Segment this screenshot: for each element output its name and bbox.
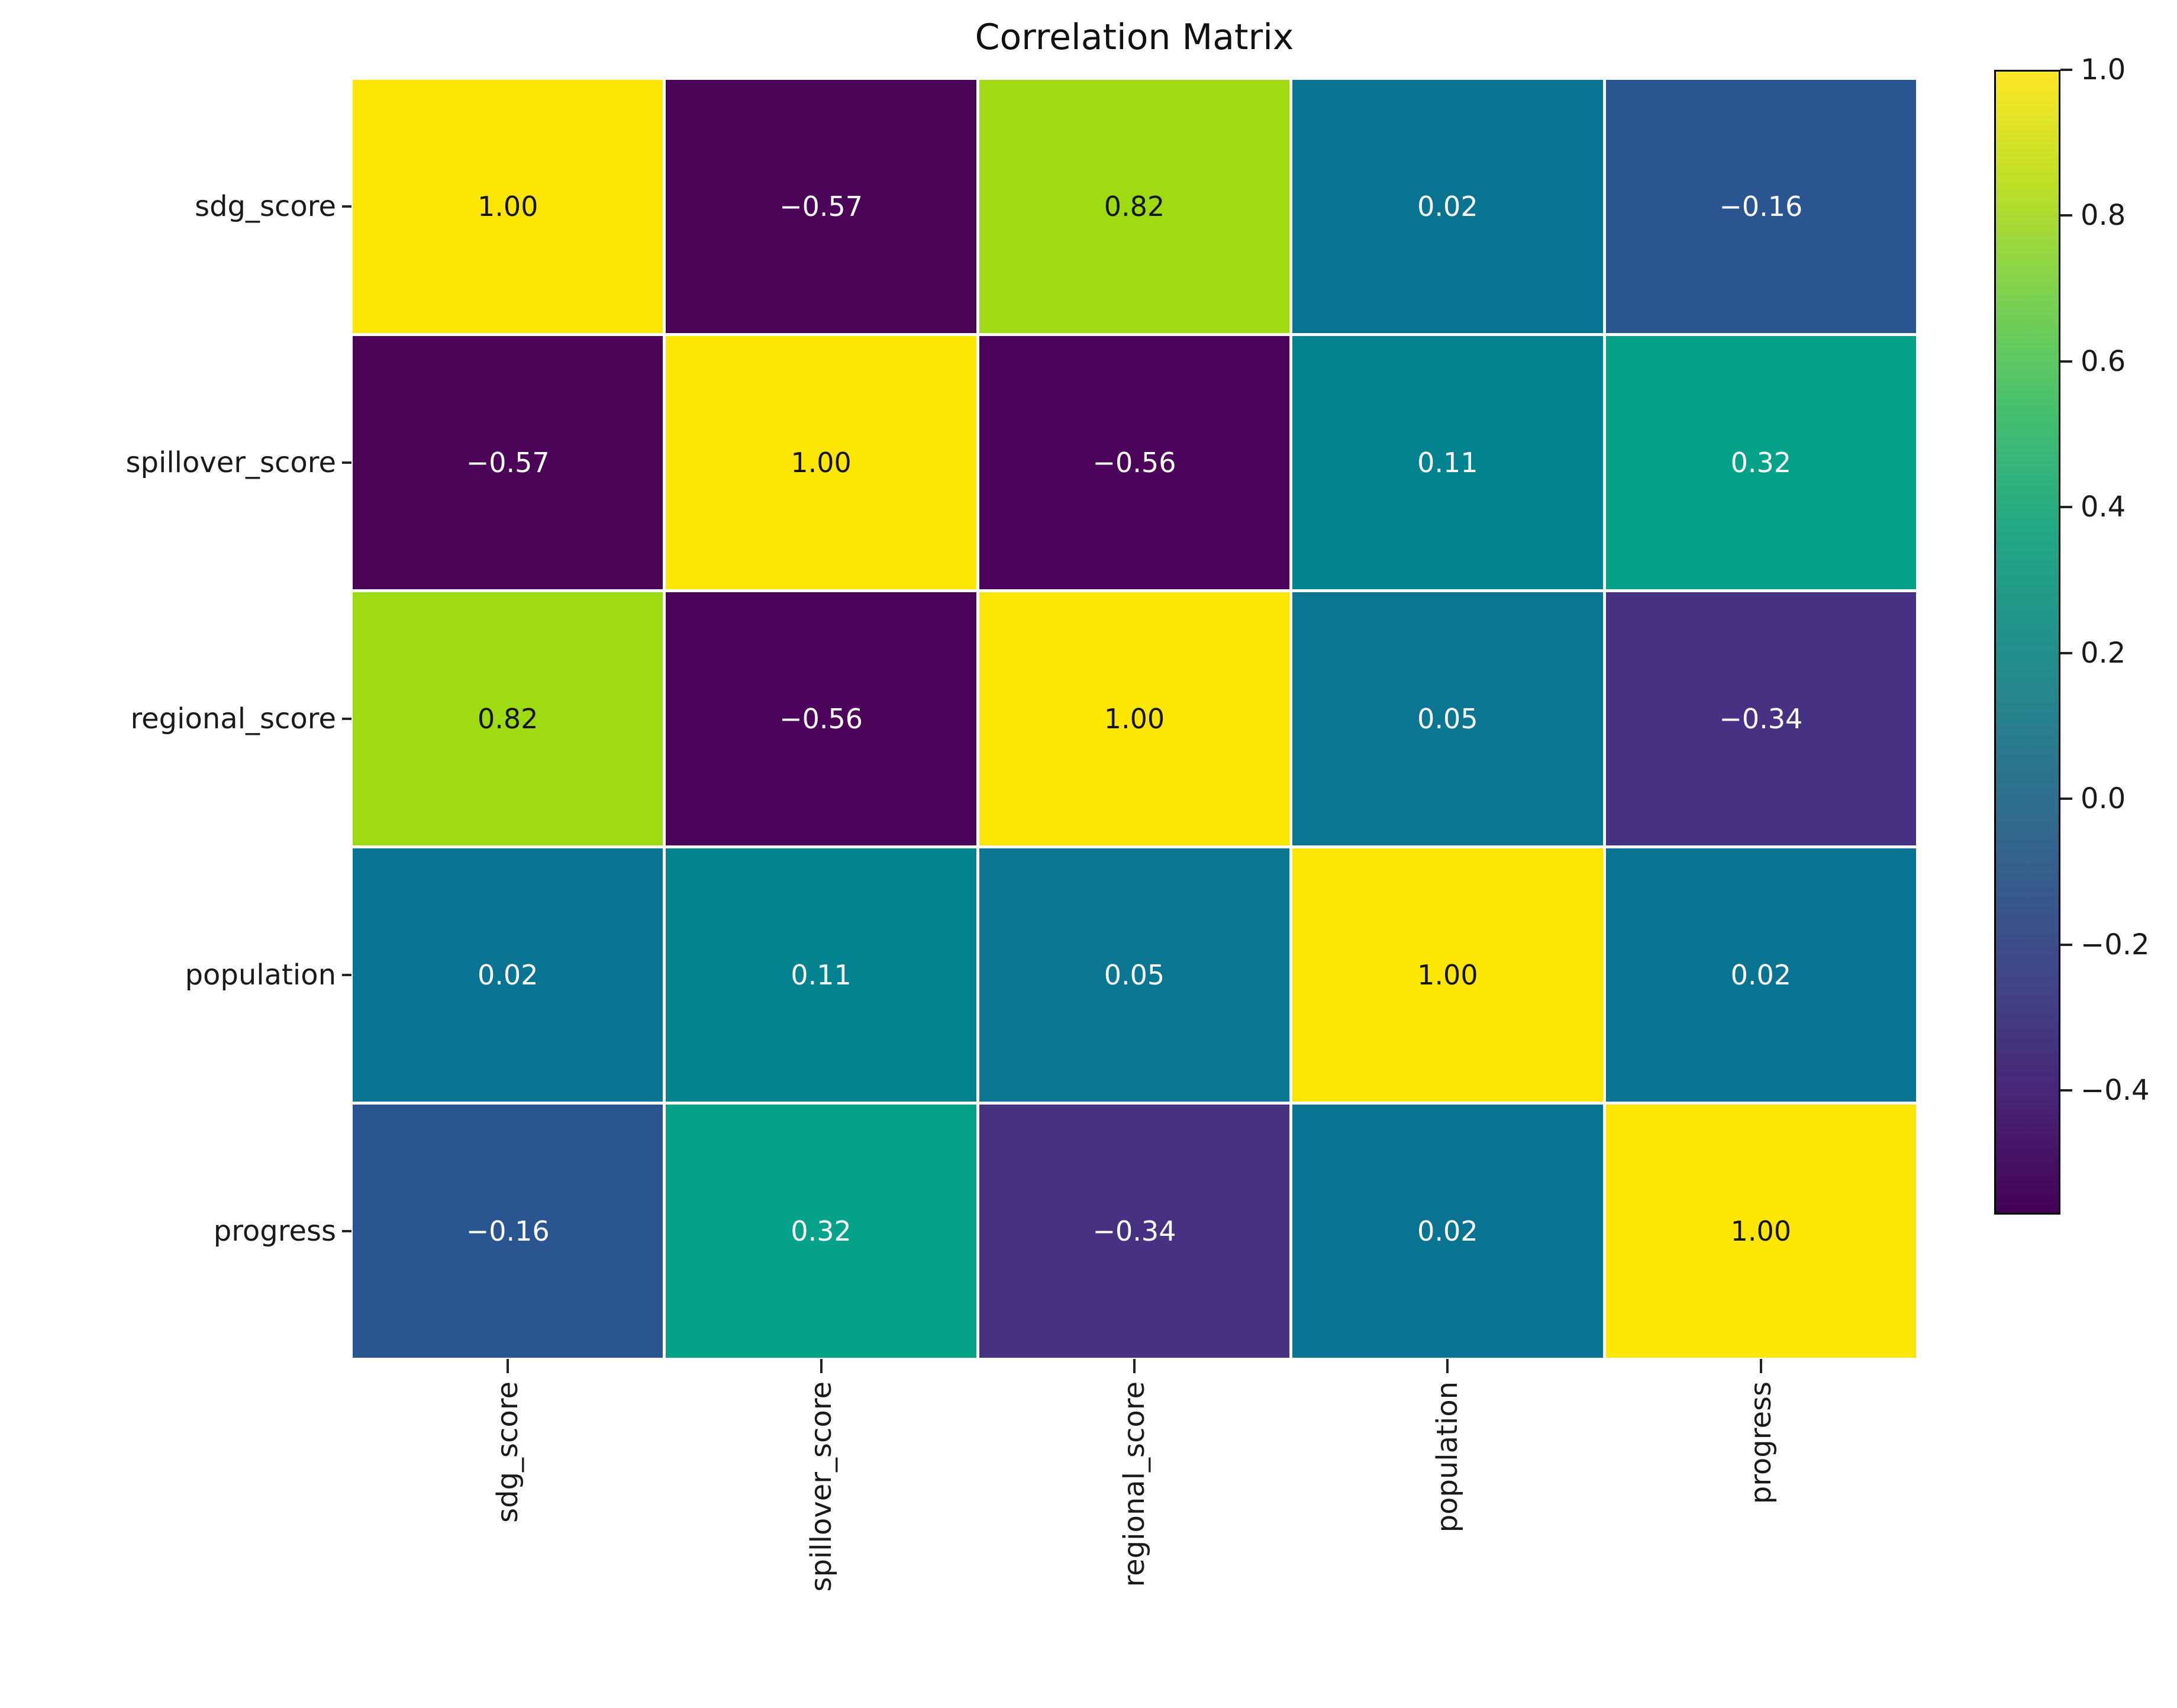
y-tick-mark: [342, 974, 351, 976]
x-tick-mark: [1446, 1359, 1449, 1373]
y-tick-label-progress: progress: [213, 1215, 336, 1248]
x-tick-label-spillover_score: spillover_score: [804, 1381, 838, 1592]
x-tick-label-sdg_score: sdg_score: [491, 1381, 525, 1523]
x-tick-label-regional_score: regional_score: [1118, 1381, 1151, 1587]
colorbar-tick-mark: [2060, 1089, 2072, 1092]
colorbar-tick-mark: [2060, 214, 2072, 217]
heatmap-cell-spillover_score-progress: 0.32: [1605, 336, 1916, 589]
heatmap-cell-regional_score-population: 0.05: [1292, 592, 1603, 845]
x-tick-mark: [820, 1359, 823, 1373]
colorbar-tick-mark: [2060, 651, 2072, 654]
x-tick-label-progress: progress: [1744, 1381, 1778, 1504]
y-tick-label-sdg_score: sdg_score: [195, 190, 336, 223]
heatmap-cell-spillover_score-regional_score: −0.56: [979, 336, 1290, 589]
colorbar-tick-label-0.0: 0.0: [2081, 782, 2126, 816]
heatmap-cell-regional_score-progress: −0.34: [1605, 592, 1916, 845]
x-tick-mark: [1759, 1359, 1762, 1373]
y-tick-label-spillover_score: spillover_score: [125, 446, 337, 479]
heatmap-cell-population-regional_score: 0.05: [979, 848, 1290, 1102]
colorbar-tick-label-0.4: 0.4: [2081, 490, 2126, 524]
chart-title: Correlation Matrix: [975, 17, 1294, 58]
colorbar-tick-label-1.0: 1.0: [2081, 53, 2126, 86]
y-tick-mark: [342, 718, 351, 720]
heatmap-grid: 1.00 −0.57 0.82 0.02 −0.16 −0.57 1.00 −0.56 0.11…: [353, 80, 1916, 1358]
heatmap-cell-progress-regional_score: −0.34: [979, 1105, 1290, 1358]
colorbar-tick-mark: [2060, 943, 2072, 946]
colorbar-tick-mark: [2060, 69, 2072, 71]
colorbar-tick-label-−0.2: −0.2: [2081, 928, 2150, 961]
colorbar-tick-mark: [2060, 798, 2072, 800]
colorbar-tick-label-0.8: 0.8: [2081, 199, 2126, 233]
x-tick-mark: [1133, 1359, 1136, 1373]
y-tick-mark: [342, 1230, 351, 1232]
heatmap-cell-progress-population: 0.02: [1292, 1105, 1603, 1358]
y-tick-label-population: population: [185, 958, 336, 992]
heatmap-cell-sdg_score-spillover_score: −0.57: [666, 80, 976, 333]
heatmap-cell-sdg_score-population: 0.02: [1292, 80, 1603, 333]
heatmap-cell-population-sdg_score: 0.02: [353, 848, 663, 1102]
heatmap-cell-spillover_score-population: 0.11: [1292, 336, 1603, 589]
x-tick-label-population: population: [1431, 1381, 1465, 1533]
heatmap-cell-sdg_score-progress: −0.16: [1605, 80, 1916, 333]
colorbar-tick-label-−0.4: −0.4: [2081, 1074, 2150, 1108]
colorbar-tick-mark: [2060, 506, 2072, 509]
heatmap-cell-population-spillover_score: 0.11: [666, 848, 976, 1102]
heatmap-cell-progress-spillover_score: 0.32: [666, 1105, 976, 1358]
heatmap-cell-sdg_score-sdg_score: 1.00: [353, 80, 663, 333]
colorbar-gradient: [1994, 70, 2060, 1215]
heatmap-cell-population-population: 1.00: [1292, 848, 1603, 1102]
y-tick-mark: [342, 461, 351, 464]
heatmap-cell-progress-sdg_score: −0.16: [353, 1105, 663, 1358]
colorbar-tick-mark: [2060, 360, 2072, 363]
heatmap-cell-sdg_score-regional_score: 0.82: [979, 80, 1290, 333]
y-tick-label-regional_score: regional_score: [130, 702, 336, 735]
heatmap-cell-population-progress: 0.02: [1605, 848, 1916, 1102]
y-tick-mark: [342, 205, 351, 208]
heatmap-cell-progress-progress: 1.00: [1605, 1105, 1916, 1358]
heatmap-cell-regional_score-sdg_score: 0.82: [353, 592, 663, 845]
heatmap-cell-regional_score-spillover_score: −0.56: [666, 592, 976, 845]
heatmap-cell-regional_score-regional_score: 1.00: [979, 592, 1290, 845]
heatmap-cell-spillover_score-sdg_score: −0.57: [353, 336, 663, 589]
colorbar-tick-label-0.6: 0.6: [2081, 344, 2126, 378]
heatmap-cell-spillover_score-spillover_score: 1.00: [666, 336, 976, 589]
colorbar-tick-label-0.2: 0.2: [2081, 636, 2126, 670]
x-tick-mark: [507, 1359, 509, 1373]
